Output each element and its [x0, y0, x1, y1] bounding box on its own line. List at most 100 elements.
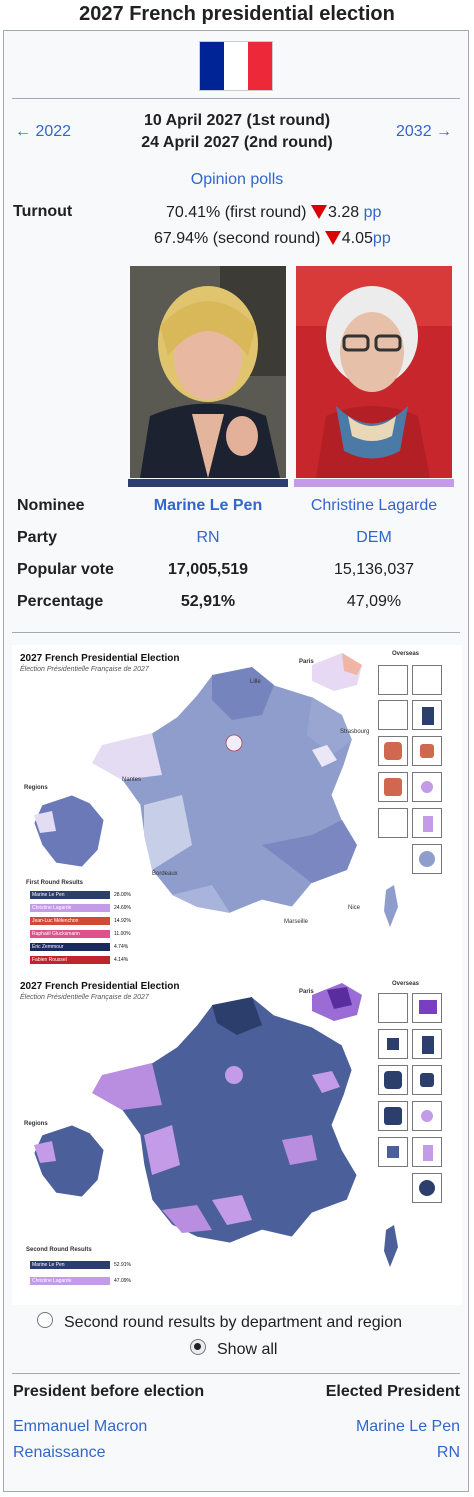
- lagarde-color-bar: [294, 479, 454, 487]
- pp-link[interactable]: pp: [372, 230, 391, 247]
- legend-name: Christine Lagarde: [32, 1278, 72, 1284]
- president-before-label: President before election: [13, 1383, 205, 1400]
- popular-vote-label: Popular vote: [17, 561, 114, 578]
- map1-title: 2027 French Presidential Election: [20, 653, 180, 664]
- second-round-map[interactable]: 2027 French Presidential Election Électi…: [12, 975, 462, 1305]
- divider: [12, 1373, 460, 1374]
- legend-name: Christine Lagarde: [32, 905, 72, 911]
- turnout-first: 70.41% (first round) 3.28 pp: [166, 203, 381, 223]
- legend-lagarde: [30, 904, 110, 912]
- map2-results-title: Second Round Results: [26, 1247, 92, 1253]
- runner-up-votes: 15,136,037: [333, 561, 415, 578]
- turnout-second-value: 67.94% (second round): [154, 230, 321, 247]
- prev-election-link[interactable]: ← 2022: [15, 123, 72, 140]
- legend-name: Fabien Roussel: [32, 957, 67, 963]
- map1-overseas-label: Overseas: [392, 651, 420, 657]
- show-all-option-label[interactable]: Show all: [217, 1341, 278, 1358]
- elected-president-label: Elected President: [325, 1383, 460, 1400]
- le-pen-color-bar: [128, 479, 288, 487]
- map1-subtitle: Élection Présidentielle Française de 202…: [20, 666, 149, 673]
- legend-le-pen: [30, 1261, 110, 1269]
- legend-roussel: [30, 956, 110, 964]
- overseas-inset: [378, 772, 408, 802]
- city-label: Strasbourg: [340, 729, 370, 735]
- legend-lagarde: [30, 1277, 110, 1285]
- city-label: Bordeaux: [152, 871, 178, 877]
- second-round-radio[interactable]: [37, 1312, 53, 1328]
- legend-pct: 28.00%: [114, 892, 131, 898]
- legend-pct: 4.74%: [114, 944, 129, 950]
- city-label: Marseille: [284, 919, 309, 925]
- overseas-inset: [412, 1101, 442, 1131]
- city-label: Nice: [348, 905, 361, 911]
- overseas-inset: [412, 844, 442, 874]
- runner-up-name-link[interactable]: Christine Lagarde: [310, 497, 438, 514]
- map2-paris-label: Paris: [299, 989, 314, 995]
- overseas-inset: [412, 1137, 442, 1167]
- overseas-inset: [412, 772, 442, 802]
- turnout-label: Turnout: [13, 203, 73, 220]
- nominee-label: Nominee: [17, 497, 85, 514]
- overseas-inset: [412, 808, 442, 838]
- legend-glucksmann: [30, 930, 110, 938]
- second-round-option-label[interactable]: Second round results by department and r…: [64, 1314, 402, 1331]
- opinion-polls-link[interactable]: Opinion polls: [190, 171, 284, 188]
- previous-president-link[interactable]: Emmanuel Macron: [13, 1418, 148, 1435]
- runner-up-percentage: 47,09%: [346, 593, 402, 610]
- elected-president-link[interactable]: Marine Le Pen: [355, 1418, 460, 1435]
- legend-pct: 52.91%: [114, 1262, 131, 1268]
- overseas-inset: [412, 665, 442, 695]
- date-round1: 10 April 2027 (1st round): [143, 112, 331, 129]
- overseas-inset: [412, 700, 442, 730]
- decrease-icon: [310, 205, 327, 219]
- candidate-photo-le-pen[interactable]: [130, 266, 286, 478]
- map2-overseas-label: Overseas: [392, 981, 420, 987]
- pp-link[interactable]: pp: [363, 204, 382, 221]
- party-label: Party: [17, 529, 58, 546]
- overseas-inset: [412, 1065, 442, 1095]
- overseas-inset: [378, 736, 408, 766]
- legend-zemmour: [30, 943, 110, 951]
- turnout-second-change: 4.05: [341, 230, 373, 247]
- show-all-radio[interactable]: [190, 1339, 206, 1355]
- runner-up-party-link[interactable]: DEM: [356, 529, 392, 546]
- legend-le-pen: [30, 891, 110, 899]
- elected-party-link[interactable]: RN: [436, 1444, 460, 1461]
- legend-pct: 47.09%: [114, 1278, 131, 1284]
- winner-party-link[interactable]: RN: [196, 529, 220, 546]
- divider: [12, 632, 460, 633]
- legend-pct: 4.14%: [114, 957, 129, 963]
- winner-votes: 17,005,519: [167, 561, 249, 578]
- map2-subtitle: Élection Présidentielle Française de 202…: [20, 994, 149, 1001]
- first-round-map[interactable]: 2027 French Presidential Election Électi…: [12, 645, 462, 975]
- legend-pct: 14.92%: [114, 918, 131, 924]
- previous-party-link[interactable]: Renaissance: [13, 1444, 106, 1461]
- france-flag-icon[interactable]: [199, 41, 273, 91]
- date-round2: 24 April 2027 (2nd round): [141, 134, 333, 151]
- turnout-first-change: 3.28: [327, 204, 360, 221]
- map2-regions-label: Regions: [24, 1121, 48, 1127]
- percentage-label: Percentage: [17, 593, 104, 610]
- overseas-inset: [412, 1173, 442, 1203]
- legend-name: Raphaël Glucksmann: [32, 931, 80, 937]
- candidate-photo-lagarde[interactable]: [296, 266, 452, 478]
- overseas-inset: [378, 1029, 408, 1059]
- city-label: Lille: [250, 679, 261, 685]
- overseas-inset: [378, 808, 408, 838]
- turnout-first-value: 70.41% (first round): [166, 204, 307, 221]
- overseas-inset: [412, 1029, 442, 1059]
- legend-pct: 24.69%: [114, 905, 131, 911]
- map1-results-title: First Round Results: [26, 880, 84, 886]
- page-title: 2027 French presidential election: [79, 3, 395, 25]
- overseas-inset: [378, 993, 408, 1023]
- overseas-inset: [378, 1101, 408, 1131]
- overseas-inset: [378, 665, 408, 695]
- turnout-second: 67.94% (second round) 4.05pp: [154, 229, 391, 249]
- overseas-inset: [378, 700, 408, 730]
- city-label: Nantes: [122, 777, 142, 783]
- map1-regions-label: Regions: [24, 785, 48, 791]
- overseas-inset: [378, 1065, 408, 1095]
- legend-pct: 11.00%: [114, 931, 131, 937]
- winner-name-link[interactable]: Marine Le Pen: [153, 497, 263, 514]
- next-election-link[interactable]: 2032 →: [396, 123, 453, 140]
